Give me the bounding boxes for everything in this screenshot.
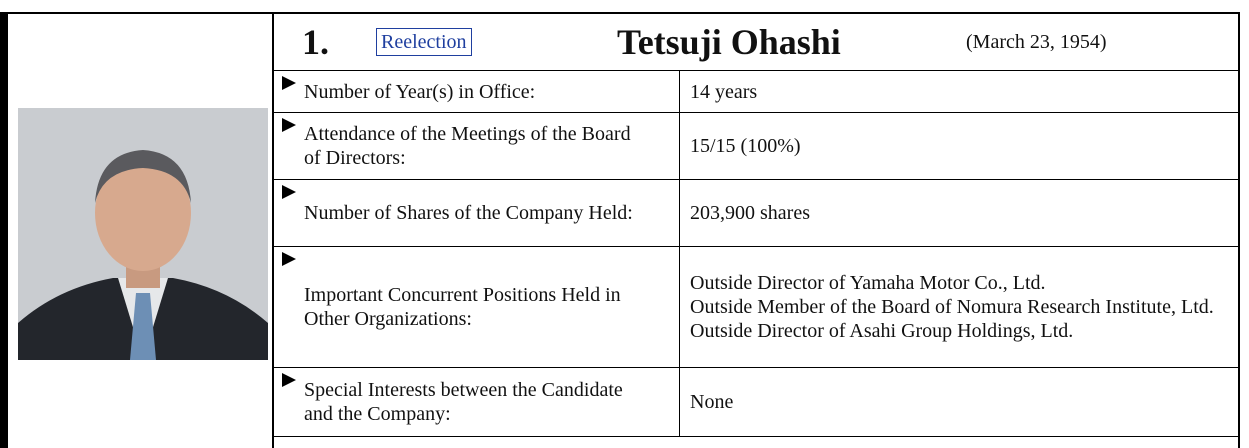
- candidate-table: 1. Reelection Tetsuji Ohashi (March 23, …: [0, 12, 1240, 448]
- label-text: Attendance of the Meetings of the Board …: [304, 122, 644, 170]
- candidate-photo: [18, 108, 268, 360]
- value-line: 203,900 shares: [690, 201, 1238, 225]
- arrow-icon: [282, 252, 296, 266]
- info-row: Attendance of the Meetings of the Board …: [274, 113, 1238, 180]
- candidate-number: 1.: [302, 21, 329, 63]
- label-text: Special Interests between the Candidate …: [304, 378, 644, 426]
- row-value: 14 years: [680, 71, 1238, 112]
- row-value: 15/15 (100%): [680, 113, 1238, 179]
- info-row: Number of Shares of the Company Held: 203…: [274, 180, 1238, 247]
- value-line: Outside Director of Asahi Group Holdings…: [690, 319, 1238, 343]
- row-value: Outside Director of Yamaha Motor Co., Lt…: [680, 247, 1238, 367]
- row-label: Special Interests between the Candidate …: [274, 368, 680, 436]
- label-text: Number of Year(s) in Office:: [304, 80, 644, 104]
- photo-cell: [8, 14, 274, 448]
- info-row: Important Concurrent Positions Held in O…: [274, 247, 1238, 368]
- info-row: Special Interests between the Candidate …: [274, 368, 1238, 437]
- birth-date: (March 23, 1954): [966, 31, 1107, 54]
- details: 1. Reelection Tetsuji Ohashi (March 23, …: [274, 14, 1238, 448]
- value-line: 15/15 (100%): [690, 134, 1238, 158]
- arrow-icon: [282, 76, 296, 90]
- arrow-icon: [282, 118, 296, 132]
- arrow-icon: [282, 373, 296, 387]
- row-label: Number of Year(s) in Office:: [274, 71, 680, 112]
- label-text: Number of Shares of the Company Held:: [304, 201, 644, 225]
- info-row: Number of Year(s) in Office: 14 years: [274, 71, 1238, 113]
- reelection-tag: Reelection: [376, 28, 472, 56]
- row-label: Attendance of the Meetings of the Board …: [274, 113, 680, 179]
- candidate-name: Tetsuji Ohashi: [617, 21, 841, 63]
- arrow-icon: [282, 185, 296, 199]
- header: 1. Reelection Tetsuji Ohashi (March 23, …: [274, 14, 1238, 71]
- row-value: 203,900 shares: [680, 180, 1238, 246]
- value-line: 14 years: [690, 80, 1238, 104]
- row-value: None: [680, 368, 1238, 436]
- page: 1. Reelection Tetsuji Ohashi (March 23, …: [0, 0, 1249, 448]
- value-line: Outside Director of Yamaha Motor Co., Lt…: [690, 271, 1238, 295]
- row-label: Number of Shares of the Company Held:: [274, 180, 680, 246]
- value-line: Outside Member of the Board of Nomura Re…: [690, 295, 1238, 319]
- row-label: Important Concurrent Positions Held in O…: [274, 247, 680, 367]
- value-line: None: [690, 390, 1238, 414]
- label-text: Important Concurrent Positions Held in O…: [304, 283, 644, 331]
